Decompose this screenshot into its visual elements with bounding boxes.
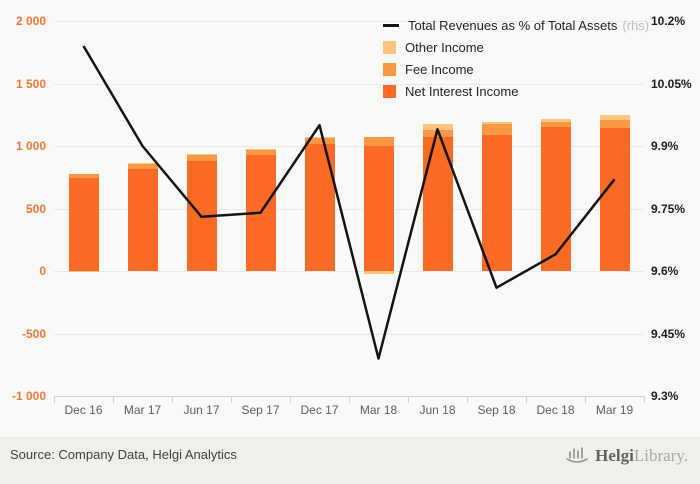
bar-segment-fee-income: [186, 155, 217, 161]
chart-legend: Total Revenues as % of Total Assets (rhs…: [383, 17, 649, 100]
left-axis-tick-label: -500: [21, 326, 46, 341]
legend-rhs-suffix: (rhs): [622, 18, 650, 33]
bar-segment-other-income: [127, 162, 158, 164]
other-income-swatch: [383, 41, 396, 54]
x-axis-tick: [113, 396, 114, 403]
line-series-swatch: [383, 24, 399, 27]
legend-item-other-income[interactable]: Other Income: [383, 39, 649, 56]
bar-segment-fee-income: [481, 123, 512, 135]
x-axis-tick: [172, 396, 173, 403]
right-axis-tick-label: 9.6%: [651, 264, 679, 278]
x-axis-category-label: Sep 18: [477, 403, 516, 417]
left-axis-tick-label: 0: [39, 264, 46, 278]
bar-segment-net-interest-income: [68, 177, 99, 271]
legend-label-other-income: Other Income: [405, 40, 484, 55]
x-axis-category-label: Sep 17: [241, 403, 280, 417]
right-axis-tick-label: 10.05%: [651, 76, 692, 91]
left-axis-tick-label: 2 000: [15, 14, 46, 28]
left-axis-tick-label: 1 000: [15, 139, 46, 153]
bar-segment-other-income: [363, 271, 394, 274]
x-axis-category-label: Mar 19: [595, 403, 634, 417]
bar-segment-other-income: [186, 154, 217, 155]
x-axis-category-label: Mar 17: [123, 403, 162, 417]
left-axis-tick-label: 500: [25, 201, 46, 216]
right-axis-tick-label: 9.75%: [651, 201, 686, 216]
helgi-logo-icon: [566, 447, 588, 463]
right-axis-tick-label: 10.2%: [651, 14, 686, 28]
bar-segment-fee-income: [127, 163, 158, 169]
x-axis-category-label: Dec 17: [300, 403, 339, 417]
gridline: [54, 333, 644, 335]
source-text: Source: Company Data, Helgi Analytics: [10, 447, 237, 462]
bar-segment-other-income: [481, 122, 512, 124]
x-axis-tick: [54, 396, 55, 403]
bar-segment-other-income: [599, 115, 630, 121]
legend-item-total-revenues[interactable]: Total Revenues as % of Total Assets (rhs…: [383, 17, 649, 34]
bar-segment-other-income: [540, 118, 571, 122]
x-axis-tick: [467, 396, 468, 403]
bar-segment-net-interest-income: [186, 161, 217, 271]
x-axis-tick: [585, 396, 586, 403]
legend-label-total-revenues: Total Revenues as % of Total Assets: [408, 18, 618, 33]
x-axis-category-label: Jun 18: [419, 403, 456, 417]
bar-segment-net-interest-income: [363, 146, 394, 271]
bar-segment-fee-income: [68, 174, 99, 178]
gridline: [54, 271, 644, 272]
legend-item-net-interest-income[interactable]: Net Interest Income: [383, 83, 649, 100]
fee-income-swatch: [383, 63, 396, 76]
legend-label-net-interest-income: Net Interest Income: [405, 84, 519, 99]
bar-segment-other-income: [422, 123, 453, 131]
bar-segment-other-income: [68, 271, 99, 273]
bar-segment-net-interest-income: [245, 154, 276, 272]
x-axis-tick: [231, 396, 232, 403]
bar-segment-net-interest-income: [481, 134, 512, 272]
left-axis-tick-label: 1 500: [15, 76, 46, 91]
right-axis-tick-label: 9.9%: [651, 139, 679, 153]
bar-segment-net-interest-income: [540, 127, 571, 272]
right-axis-tick-label: 9.45%: [651, 326, 686, 341]
left-axis-tick-label: -1 000: [11, 389, 46, 403]
x-axis-tick: [349, 396, 350, 403]
helgi-library-logo[interactable]: Helgi Library.: [565, 445, 688, 467]
net-interest-income-swatch: [383, 85, 396, 98]
x-axis-category-label: Mar 18: [359, 403, 398, 417]
bar-segment-fee-income: [245, 149, 276, 155]
legend-label-fee-income: Fee Income: [405, 62, 474, 77]
bar-segment-net-interest-income: [304, 144, 335, 271]
right-axis-tick-label: 9.3%: [651, 389, 679, 403]
bar-segment-net-interest-income: [599, 127, 630, 271]
x-axis-tick: [644, 396, 645, 403]
bar-segment-net-interest-income: [422, 136, 453, 271]
logo-text-bold: Helgi: [595, 446, 634, 465]
x-axis-category-label: Dec 16: [64, 403, 103, 417]
logo-text-light: Library.: [633, 446, 688, 465]
x-axis-category-label: Jun 17: [183, 403, 220, 417]
bar-segment-fee-income: [540, 121, 571, 128]
bar-segment-fee-income: [304, 138, 335, 145]
bar-segment-other-income: [304, 136, 335, 139]
x-axis-category-label: Dec 18: [536, 403, 575, 417]
footer: Source: Company Data, Helgi Analytics He…: [0, 437, 700, 484]
legend-item-fee-income[interactable]: Fee Income: [383, 61, 649, 78]
x-axis-tick: [408, 396, 409, 403]
bar-segment-fee-income: [363, 136, 394, 146]
x-axis-tick: [290, 396, 291, 403]
gridline: [54, 21, 644, 22]
bar-segment-fee-income: [422, 130, 453, 137]
x-axis-tick: [526, 396, 527, 403]
bar-segment-net-interest-income: [127, 168, 158, 271]
bar-segment-other-income: [245, 148, 276, 150]
bar-segment-fee-income: [599, 120, 630, 128]
